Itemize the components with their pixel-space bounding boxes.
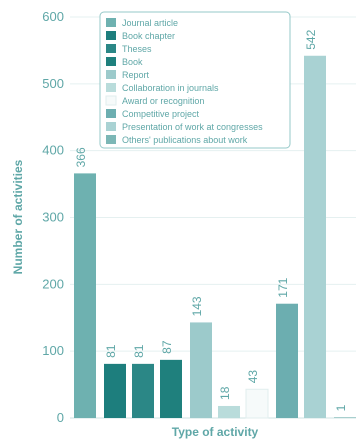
bar [276,303,298,418]
value-label: 87 [160,340,174,354]
legend-swatch [106,57,116,66]
legend-label: Others' publications about work [122,135,248,145]
bar [218,405,240,418]
legend-label: Presentation of work at congresses [122,122,263,132]
value-label: 81 [132,344,146,358]
legend: Journal article Book chapter Theses Book Rep… [99,11,291,149]
y-tick-label: 100 [42,343,64,358]
value-label: 43 [246,370,260,384]
value-labels: 366 81 81 87 143 18 43 171 542 1 [74,29,348,411]
y-tick-label: 400 [42,143,64,158]
legend-swatch [106,109,116,118]
legend-swatch [106,44,116,53]
legend-label: Award or recognition [122,96,204,106]
legend-box [99,11,291,149]
legend-swatch [106,83,116,92]
value-label: 171 [276,277,290,297]
bar [334,417,356,418]
bar [245,388,269,419]
y-axis: 0 100 200 300 400 500 600 [42,9,64,425]
y-tick-label: 500 [42,76,64,91]
legend-label: Book chapter [122,31,175,41]
bar [160,359,182,418]
value-label: 143 [190,296,204,316]
y-tick-label: 200 [42,276,64,291]
value-label: 542 [304,29,318,49]
legend-label: Report [122,70,150,80]
value-label: 1 [334,404,348,411]
bars [74,55,356,419]
bar [104,363,126,418]
value-label: 18 [218,386,232,400]
y-axis-title: Number of activities [11,159,25,274]
legend-swatch [106,70,116,79]
legend-swatch [106,135,116,144]
legend-swatch [106,31,116,40]
legend-label: Collaboration in journals [122,83,219,93]
legend-swatch [105,95,117,106]
bar [132,363,154,418]
legend-label: Theses [122,44,152,54]
value-label: 366 [74,147,88,167]
legend-label: Book [122,57,143,67]
bar [190,322,212,418]
bar [74,173,96,418]
y-tick-label: 300 [42,210,64,225]
legend-label: Competitive project [122,109,200,119]
bar [304,55,326,418]
y-tick-label: 0 [57,410,64,425]
y-tick-label: 600 [42,9,64,24]
legend-swatch [106,122,116,131]
x-axis-title: Type of activity [172,425,259,439]
legend-swatch [106,18,116,27]
legend-label: Journal article [122,18,178,28]
value-label: 81 [104,344,118,358]
